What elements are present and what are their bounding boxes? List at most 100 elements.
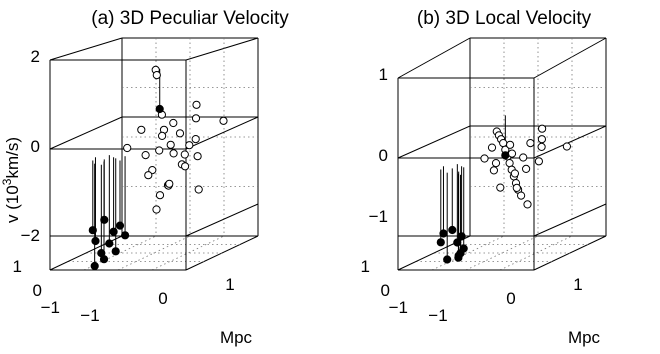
filled-circle-point — [109, 227, 118, 236]
filled-circle-point — [97, 249, 106, 258]
open-circle-point — [191, 135, 200, 144]
filled-circle-point — [443, 255, 452, 264]
box-edge — [533, 37, 607, 79]
open-circle-point — [507, 149, 517, 158]
panel-a-y-tick-2: −1 — [41, 298, 60, 317]
panel-a: (a) 3D Peculiar Velocity 2 0 −2 1 0 −1 −… — [0, 8, 289, 347]
open-circle-point — [180, 150, 189, 159]
open-circle-point — [537, 135, 547, 144]
open-circle-point — [181, 162, 190, 171]
panel-a-x-tick-2: 1 — [225, 275, 234, 294]
panel-b-title: (b) 3D Local Velocity — [417, 8, 592, 29]
filled-circle-point — [111, 247, 120, 256]
open-circle-point — [517, 191, 526, 200]
open-circle-point — [522, 164, 531, 173]
open-circle-point — [165, 179, 174, 188]
box-edge — [49, 37, 123, 61]
filled-circle-point — [115, 221, 125, 230]
filled-circle-point — [457, 232, 466, 241]
open-circle-point — [496, 183, 505, 192]
open-circle-point — [534, 157, 544, 166]
panel-b-x-tick-1: 0 — [506, 289, 515, 308]
open-circle-point — [152, 205, 161, 214]
panel-a-z-tick-mid: 0 — [31, 137, 40, 156]
zero-plane-edge — [533, 125, 607, 159]
open-circle-point — [506, 140, 515, 149]
panel-a-y-tick-1: 0 — [33, 281, 42, 300]
box-edge — [185, 37, 259, 61]
panel-a-z-label-head: v (10 — [3, 185, 22, 223]
filled-circle-point — [448, 225, 457, 235]
open-circle-point — [491, 159, 501, 168]
open-circle-point — [193, 152, 202, 161]
panel-b-x-tick-2: 1 — [573, 275, 582, 294]
open-circle-point — [510, 169, 520, 178]
panel-b-y-tick-1: 0 — [381, 281, 390, 300]
panel-a-z-tick-top: 2 — [31, 47, 40, 66]
open-circle-point — [512, 183, 521, 192]
open-circle-point — [562, 142, 572, 151]
panel-a-axes-box — [49, 37, 259, 271]
open-circle-point — [152, 71, 161, 80]
panel-a-data-marks — [88, 65, 228, 271]
filled-circle-point — [100, 215, 109, 224]
filled-circle-point — [88, 226, 97, 235]
open-circle-point — [169, 149, 178, 158]
filled-circle-point — [90, 261, 99, 271]
open-circle-point — [505, 159, 514, 168]
open-circle-point — [499, 139, 508, 148]
open-circle-point — [141, 151, 150, 160]
open-circle-point — [219, 116, 228, 125]
filled-circle-point — [121, 231, 130, 240]
filled-circle-point — [501, 151, 510, 160]
panel-b: (b) 3D Local Velocity 1 0 −1 1 0 −1 −1 0… — [361, 8, 607, 347]
filled-circle-point — [439, 229, 448, 238]
filled-circle-point — [155, 104, 164, 114]
panel-b-axes-box — [397, 37, 607, 271]
open-circle-point — [185, 141, 194, 150]
zero-plane-edge — [49, 116, 123, 150]
open-circle-point — [487, 143, 497, 152]
open-circle-point — [155, 191, 165, 200]
lower-plane-edge — [185, 203, 259, 237]
panel-b-y-tick-0: 1 — [361, 257, 370, 276]
panel-b-data-marks — [436, 115, 572, 264]
open-circle-point — [537, 142, 546, 151]
panel-b-x-tick-0: −1 — [428, 306, 447, 325]
box-edge — [397, 37, 471, 79]
filled-circle-point — [105, 239, 114, 248]
open-circle-point — [166, 140, 175, 149]
filled-circle-point — [453, 238, 462, 247]
open-circle-point — [144, 171, 153, 180]
panel-b-y-tick-2: −1 — [389, 298, 408, 317]
panel-b-x-label: Mpc — [568, 328, 601, 347]
open-circle-point — [194, 185, 203, 194]
open-circle-point — [480, 154, 489, 163]
zero-plane-edge — [397, 125, 471, 159]
panel-b-z-tick-bottom: −1 — [369, 207, 388, 226]
panel-a-x-label: Mpc — [220, 328, 253, 347]
open-circle-point — [538, 124, 547, 133]
filled-circle-point — [436, 238, 445, 247]
panel-b-z-tick-mid: 0 — [379, 146, 388, 165]
filled-circle-point — [91, 236, 100, 246]
open-circle-point — [123, 143, 132, 153]
open-circle-point — [489, 166, 498, 175]
open-circle-point — [158, 131, 167, 140]
open-circle-point — [192, 100, 201, 109]
panel-a-x-tick-0: −1 — [80, 306, 99, 325]
panel-a-z-tick-bottom: −2 — [21, 226, 40, 245]
open-circle-point — [169, 118, 178, 128]
open-circle-point — [519, 153, 528, 162]
panel-a-y-tick-0: 1 — [13, 257, 22, 276]
lower-plane-edge — [533, 203, 607, 237]
open-circle-point — [191, 114, 201, 123]
panel-a-z-label: v (103km/s) — [0, 137, 22, 223]
panel-a-x-tick-1: 0 — [158, 289, 167, 308]
panel-a-z-label-text: v (103km/s) — [0, 137, 22, 223]
panel-b-z-tick-top: 1 — [379, 65, 388, 84]
open-circle-point — [526, 139, 535, 148]
open-circle-point — [175, 129, 185, 138]
filled-circle-point — [456, 249, 465, 258]
